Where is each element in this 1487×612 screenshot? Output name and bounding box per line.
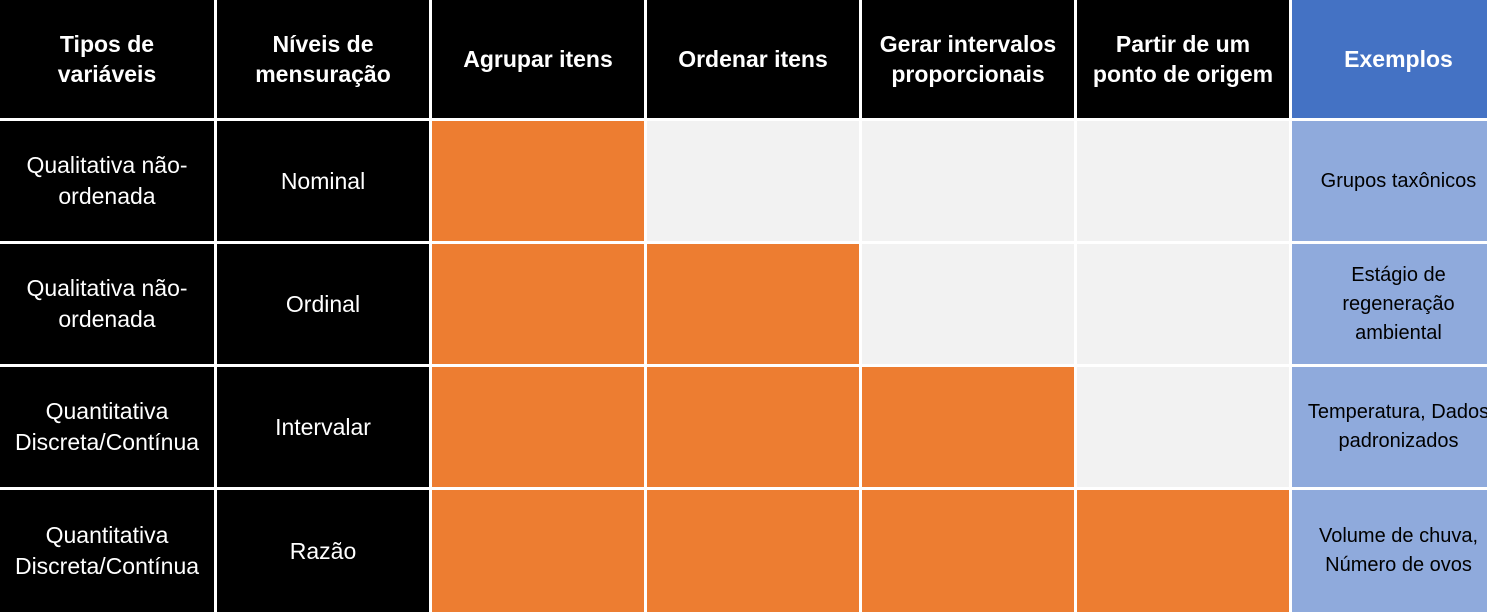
header-tipos: Tipos de variáveis xyxy=(0,0,214,118)
capability-cell xyxy=(647,367,859,487)
header-exemplos: Exemplos xyxy=(1292,0,1487,118)
capability-cell xyxy=(432,121,644,241)
header-intervalos: Gerar intervalos proporcionais xyxy=(862,0,1074,118)
row-level-label: Intervalar xyxy=(217,367,429,487)
capability-cell xyxy=(1077,244,1289,364)
example-cell: Grupos taxônicos xyxy=(1292,121,1487,241)
header-agrupar: Agrupar itens xyxy=(432,0,644,118)
example-cell: Temperatura, Dados padronizados xyxy=(1292,367,1487,487)
row-type-label: Qualitativa não-ordenada xyxy=(0,121,214,241)
header-origem: Partir de um ponto de origem xyxy=(1077,0,1289,118)
capability-cell xyxy=(862,121,1074,241)
capability-cell xyxy=(647,121,859,241)
capability-cell xyxy=(1077,121,1289,241)
capability-cell xyxy=(1077,490,1289,612)
row-type-label: Quantitativa Discreta/Contínua xyxy=(0,490,214,612)
row-type-label: Quantitativa Discreta/Contínua xyxy=(0,367,214,487)
header-ordenar: Ordenar itens xyxy=(647,0,859,118)
capability-cell xyxy=(862,490,1074,612)
capability-cell xyxy=(432,490,644,612)
capability-cell xyxy=(432,367,644,487)
row-level-label: Razão xyxy=(217,490,429,612)
capability-cell xyxy=(1077,367,1289,487)
capability-cell xyxy=(647,244,859,364)
capability-cell xyxy=(862,367,1074,487)
header-niveis: Níveis de mensuração xyxy=(217,0,429,118)
capability-cell xyxy=(862,244,1074,364)
example-cell: Estágio de regeneração ambiental xyxy=(1292,244,1487,364)
capability-cell xyxy=(647,490,859,612)
capability-cell xyxy=(432,244,644,364)
row-level-label: Ordinal xyxy=(217,244,429,364)
example-cell: Volume de chuva, Número de ovos xyxy=(1292,490,1487,612)
row-level-label: Nominal xyxy=(217,121,429,241)
row-type-label: Qualitativa não-ordenada xyxy=(0,244,214,364)
